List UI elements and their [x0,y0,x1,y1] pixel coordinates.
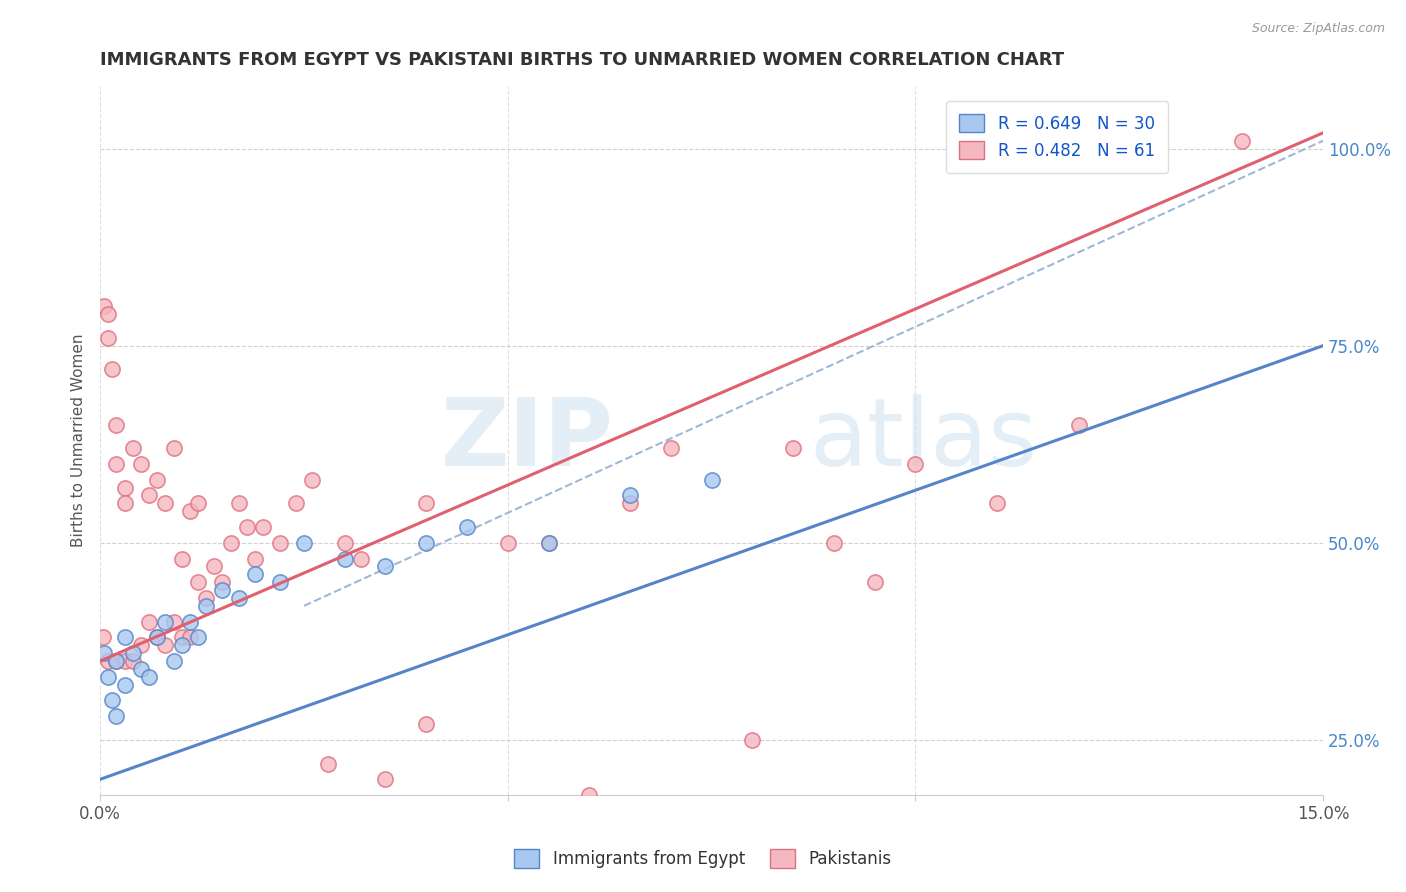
Point [195,599,218,613]
Point [93,646,115,660]
Point [659,441,682,455]
Point [105,709,128,723]
Point [114,654,136,668]
Point [211,575,233,590]
Point [243,551,266,566]
Point [374,772,396,787]
Point [155,638,177,652]
Point [121,654,143,668]
Point [114,496,136,510]
Point [496,535,519,549]
Point [986,496,1008,510]
Point [162,615,184,629]
Point [211,583,233,598]
Point [114,631,136,645]
Point [284,496,307,510]
Point [146,631,169,645]
Point [105,457,128,471]
Point [228,496,250,510]
Point [138,488,160,502]
Point [91,631,114,645]
Point [187,631,209,645]
Point [252,520,274,534]
Point [904,457,927,471]
Point [129,638,152,652]
Point [155,496,177,510]
Point [138,670,160,684]
Point [187,575,209,590]
Point [93,299,115,313]
Text: atlas: atlas [810,394,1038,486]
Point [1067,417,1090,432]
Point [101,362,124,376]
Point [97,670,120,684]
Point [105,654,128,668]
Point [105,417,128,432]
Point [1230,134,1253,148]
Point [155,615,177,629]
Point [741,732,763,747]
Point [578,788,600,802]
Text: IMMIGRANTS FROM EGYPT VS PAKISTANI BIRTHS TO UNMARRIED WOMEN CORRELATION CHART: IMMIGRANTS FROM EGYPT VS PAKISTANI BIRTH… [100,51,1064,69]
Point [162,441,184,455]
Point [146,473,169,487]
Point [105,654,128,668]
Point [537,535,560,549]
Point [179,631,201,645]
Point [179,504,201,518]
Point [243,567,266,582]
Point [114,481,136,495]
Point [619,488,641,502]
Point [537,535,560,549]
Text: Source: ZipAtlas.com: Source: ZipAtlas.com [1251,22,1385,36]
Point [97,654,120,668]
Point [195,591,218,605]
Point [269,575,291,590]
Point [121,646,143,660]
Point [187,496,209,510]
Point [101,693,124,707]
Point [97,307,120,321]
Point [129,457,152,471]
Point [350,551,373,566]
Legend: R = 0.649   N = 30, R = 0.482   N = 61: R = 0.649 N = 30, R = 0.482 N = 61 [946,101,1168,173]
Point [138,615,160,629]
Point [700,473,723,487]
Point [782,851,804,865]
Y-axis label: Births to Unmarried Women: Births to Unmarried Women [72,334,86,547]
Point [121,441,143,455]
Point [170,551,193,566]
Point [301,473,323,487]
Point [415,717,437,731]
Point [97,331,120,345]
Point [228,591,250,605]
Point [269,535,291,549]
Point [415,535,437,549]
Legend: Immigrants from Egypt, Pakistanis: Immigrants from Egypt, Pakistanis [508,843,898,875]
Point [114,678,136,692]
Point [236,520,259,534]
Point [318,756,340,771]
Point [823,535,845,549]
Point [415,496,437,510]
Point [333,551,356,566]
Point [456,520,478,534]
Point [129,662,152,676]
Point [170,631,193,645]
Point [782,441,804,455]
Point [863,575,886,590]
Text: ZIP: ZIP [441,394,614,486]
Point [619,496,641,510]
Point [333,535,356,549]
Point [170,638,193,652]
Point [219,535,242,549]
Point [179,615,201,629]
Point [456,812,478,826]
Point [162,654,184,668]
Point [202,559,225,574]
Point [374,559,396,574]
Point [292,535,315,549]
Point [146,631,169,645]
